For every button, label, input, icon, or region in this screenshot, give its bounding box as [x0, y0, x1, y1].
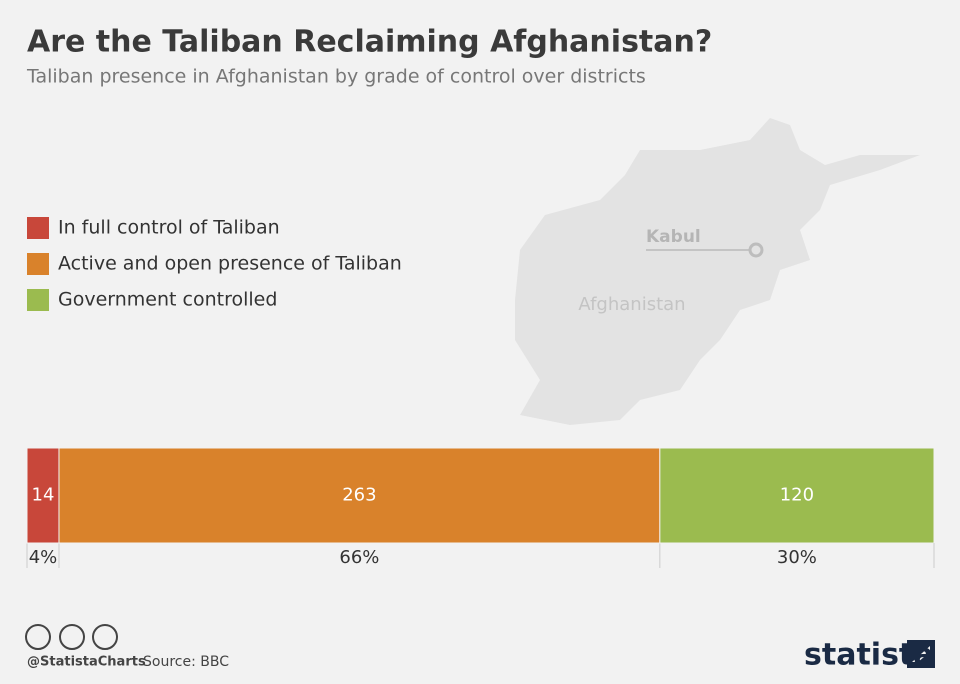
value-label: 14 — [32, 485, 55, 506]
percent-label: 66% — [339, 547, 379, 568]
bar-segment — [659, 447, 935, 544]
legend-label: Government controlled — [58, 289, 277, 311]
percent-label: 30% — [777, 547, 817, 568]
brand-icon — [907, 640, 935, 668]
cc-icons — [25, 624, 118, 650]
percent-label: 4% — [29, 547, 58, 568]
handle: @StatistaCharts — [27, 655, 146, 670]
legend-label: Active and open presence of Taliban — [58, 253, 402, 275]
value-label: 263 — [342, 485, 376, 506]
legend-swatch — [27, 217, 49, 239]
source: Source: BBC — [143, 654, 229, 670]
map — [515, 118, 920, 425]
legend-swatch — [27, 253, 49, 275]
chart-title: Are the Taliban Reclaiming Afghanistan? — [27, 25, 712, 60]
bar-segment — [58, 447, 661, 544]
country-label: Afghanistan — [578, 294, 685, 315]
chart-subtitle: Taliban presence in Afghanistan by grade… — [26, 66, 646, 88]
city-label: Kabul — [646, 227, 701, 247]
legend-swatch — [27, 289, 49, 311]
kabul-marker — [748, 242, 764, 258]
legend-label: In full control of Taliban — [58, 217, 280, 239]
value-label: 120 — [780, 485, 814, 506]
bar-segment — [26, 447, 60, 544]
